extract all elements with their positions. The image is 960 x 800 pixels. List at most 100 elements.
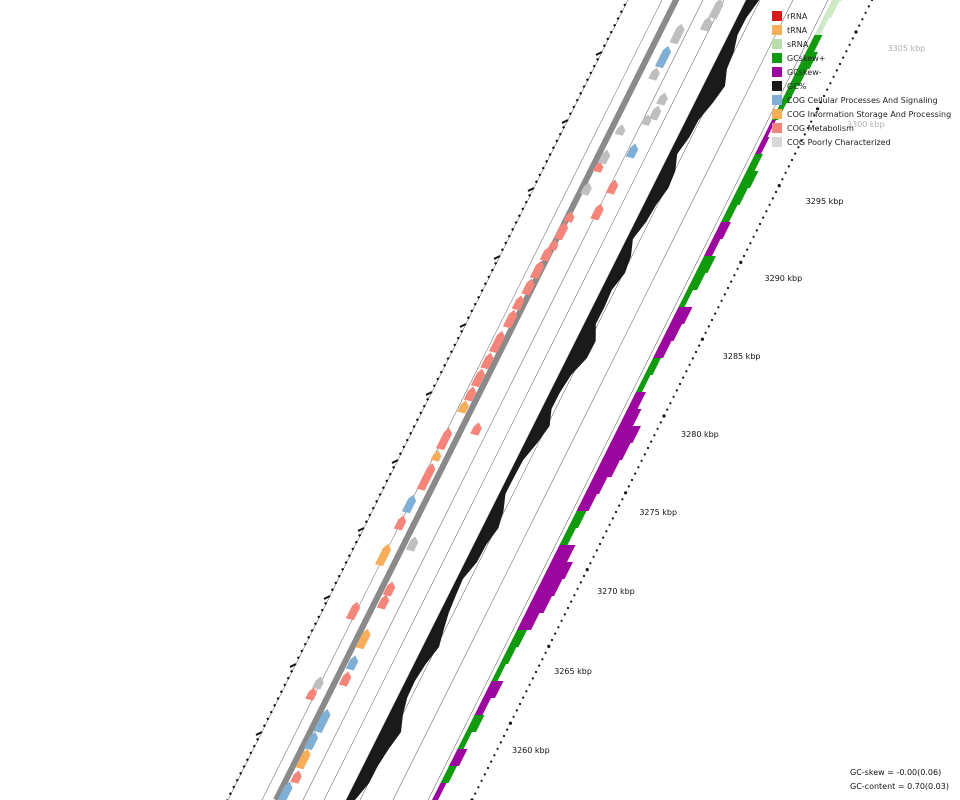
outer-tick [266, 717, 270, 721]
outer-tick [313, 622, 317, 626]
scale-tick [502, 734, 506, 738]
outer-tick [494, 261, 498, 265]
legend-label: rRNA [787, 11, 808, 21]
gc-skew-negative [755, 137, 770, 154]
scale-tick [618, 504, 621, 507]
scale-tick [669, 402, 672, 405]
outer-tick [623, 3, 627, 7]
scale-tick [534, 670, 538, 674]
gc-skew-positive [789, 69, 808, 86]
scale-tick [582, 574, 586, 578]
gene-feature [338, 671, 352, 687]
gc-skew-positive [721, 205, 738, 222]
scale-tick [512, 715, 515, 718]
scale-tick [717, 306, 720, 309]
outer-tick [602, 44, 606, 48]
scale-tick [544, 651, 547, 654]
guide-line [427, 0, 829, 800]
gc-content-band [346, 0, 759, 800]
scale-tick [634, 472, 637, 475]
legend-swatch [772, 39, 782, 49]
gc-skew-negative [525, 596, 552, 613]
scale-tick [531, 677, 534, 680]
scale-label: 3300 kbp [847, 120, 885, 129]
gc-skew-positive [823, 1, 840, 18]
legend-swatch [772, 95, 782, 105]
gc-skew-positive [678, 290, 693, 307]
gc-skew-negative [585, 477, 608, 494]
outer-tick [436, 377, 440, 381]
outer-tick [483, 282, 487, 286]
legend-swatch [772, 25, 782, 35]
scale-tick [653, 434, 656, 437]
outer-tick [466, 316, 470, 320]
outer-tick [582, 85, 586, 88]
scale-tick [765, 210, 768, 213]
outer-tick [446, 357, 450, 360]
guide-line [261, 0, 663, 800]
gc-skew-positive [814, 18, 829, 35]
outer-tick [242, 765, 246, 768]
scale-tick [525, 690, 528, 693]
outer-tick [307, 635, 311, 639]
outer-tick [323, 595, 331, 600]
scale-label: 3290 kbp [765, 274, 803, 283]
scale-tick [688, 363, 691, 366]
gene-feature [393, 515, 407, 531]
outer-tick [371, 506, 375, 510]
gc-skew-negative [551, 545, 576, 562]
outer-tick [500, 248, 504, 252]
gene-feature [539, 246, 553, 262]
gc-content-track [346, 0, 759, 800]
scale-tick [698, 344, 701, 347]
gene-feature [592, 161, 604, 173]
gc-skew-positive [457, 732, 472, 749]
scale-tick [576, 587, 579, 590]
scale-tick [691, 357, 694, 360]
legend: rRNA tRNA sRNA GCskew+ GCskew- GC% COG C… [772, 9, 951, 149]
outer-tick [375, 499, 379, 503]
scale-tick [742, 254, 746, 258]
scale-tick [755, 229, 758, 232]
outer-tick [480, 289, 484, 292]
gene-feature [416, 463, 436, 491]
scale-label: 3305 kbp [888, 44, 926, 53]
scale-tick [682, 376, 685, 379]
gc-skew-positive [559, 528, 576, 545]
outer-tick [296, 656, 300, 660]
gene-feature [529, 260, 545, 280]
outer-tick [579, 91, 583, 95]
outer-tick [585, 78, 589, 82]
gene-feature [563, 211, 575, 223]
outer-tick [619, 10, 623, 14]
scale-tick [752, 235, 755, 238]
scale-tick [854, 30, 858, 34]
scale-tick [547, 644, 551, 649]
scale-tick [595, 549, 598, 552]
legend-label: GCskew- [787, 67, 822, 77]
gene-feature [656, 92, 668, 106]
scale-tick [538, 664, 541, 667]
scale-tick [566, 606, 570, 610]
gc-skew-positive [738, 171, 759, 188]
scale-tick [563, 613, 566, 616]
legend-item: COG Cellular Processes And Signaling [772, 93, 951, 107]
scale-tick [867, 5, 870, 8]
outer-tick [368, 513, 372, 517]
gene-feature [435, 427, 453, 451]
scale-tick [813, 114, 816, 117]
scale-tick [784, 171, 787, 174]
track-guide-lines [225, 0, 829, 800]
gene-feature [470, 368, 486, 388]
gc-skew-positive [831, 0, 842, 1]
gc-skew-positive [729, 188, 748, 205]
outer-tick [514, 221, 518, 224]
outer-tick [290, 669, 294, 673]
gene-feature [463, 386, 477, 402]
gene-feature [590, 203, 604, 221]
outer-tick [344, 561, 348, 564]
outer-tick [347, 554, 351, 558]
gene-feature [303, 731, 319, 751]
gene-feature [457, 400, 469, 414]
